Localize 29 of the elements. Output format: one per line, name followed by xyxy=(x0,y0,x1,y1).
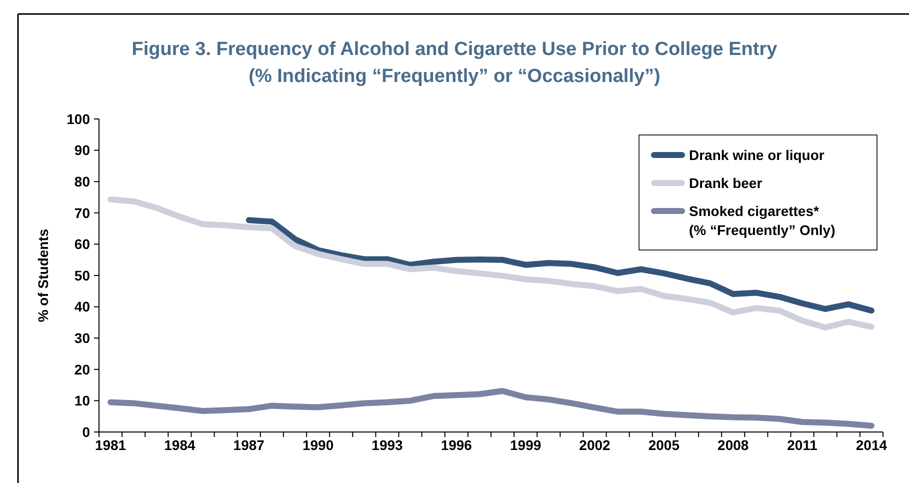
y-tick-label: 0 xyxy=(82,424,90,440)
y-tick-label: 90 xyxy=(74,142,90,158)
y-tick-label: 70 xyxy=(74,204,90,221)
x-tick-label: 1996 xyxy=(440,437,472,453)
chart-title: Figure 3. Frequency of Alcohol and Cigarette Use Prior to College Entry xyxy=(132,39,778,60)
x-tick-label: 1999 xyxy=(510,437,542,453)
x-tick-label: 2014 xyxy=(856,437,888,453)
x-tick-label: 1993 xyxy=(372,437,404,453)
y-tick-label: 30 xyxy=(74,330,90,346)
x-tick-label: 1984 xyxy=(164,437,196,453)
legend-label: Drank wine or liquor xyxy=(689,147,825,163)
y-tick-label: 60 xyxy=(74,236,90,252)
x-tick-label: 2005 xyxy=(648,437,680,453)
y-tick-label: 20 xyxy=(74,361,90,378)
y-axis-title: % of Students xyxy=(35,228,51,322)
x-tick-label: 1987 xyxy=(233,437,265,453)
x-tick-label: 2011 xyxy=(787,437,818,453)
x-tick-label: 2008 xyxy=(718,437,749,453)
y-tick-label: 10 xyxy=(74,392,90,409)
legend-label: Smoked cigarettes* (% “Frequently” Only) xyxy=(689,203,836,238)
chart-subtitle: (% Indicating “Frequently” or “Occasionally”) xyxy=(248,66,660,87)
x-tick-label: 1990 xyxy=(302,437,334,453)
legend-label: Drank beer xyxy=(689,175,763,191)
y-tick-label: 100 xyxy=(66,110,90,127)
y-tick-label: 50 xyxy=(74,267,90,284)
x-tick-label: 1981 xyxy=(94,437,126,453)
y-tick-label: 80 xyxy=(74,174,90,190)
y-tick-label: 40 xyxy=(74,298,90,315)
x-tick-label: 2002 xyxy=(579,437,611,453)
